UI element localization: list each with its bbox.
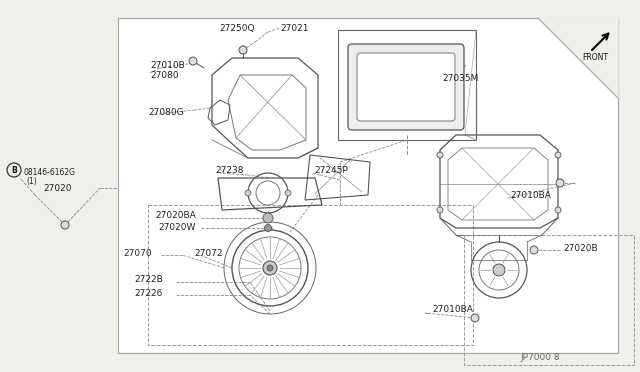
- Text: 27245P: 27245P: [314, 166, 348, 174]
- Text: 27010B: 27010B: [150, 61, 185, 70]
- Text: 27020: 27020: [44, 183, 72, 192]
- Text: FRONT: FRONT: [582, 52, 608, 61]
- Circle shape: [285, 190, 291, 196]
- Circle shape: [493, 264, 505, 276]
- Text: 08146-6162G: 08146-6162G: [23, 167, 75, 176]
- Text: 27010BA: 27010BA: [432, 305, 473, 314]
- Text: JP7000 8: JP7000 8: [520, 353, 559, 362]
- Bar: [148, 205, 473, 345]
- Text: 27080: 27080: [150, 71, 179, 80]
- Text: 27250Q: 27250Q: [220, 23, 255, 32]
- Circle shape: [555, 207, 561, 213]
- Bar: [464, 235, 634, 365]
- Text: 27020BA: 27020BA: [156, 211, 196, 219]
- Text: 27070: 27070: [124, 248, 152, 257]
- Circle shape: [267, 265, 273, 271]
- Circle shape: [556, 179, 564, 187]
- Circle shape: [555, 152, 561, 158]
- Circle shape: [471, 314, 479, 322]
- Circle shape: [264, 224, 271, 231]
- Text: 27035M: 27035M: [442, 74, 478, 83]
- Text: 27072: 27072: [194, 248, 223, 257]
- FancyBboxPatch shape: [357, 53, 455, 121]
- Text: 2722B: 2722B: [134, 276, 163, 285]
- Circle shape: [530, 246, 538, 254]
- Circle shape: [61, 221, 69, 229]
- Text: 27020B: 27020B: [563, 244, 598, 253]
- Text: 27238: 27238: [215, 166, 243, 174]
- Circle shape: [189, 57, 197, 65]
- Polygon shape: [538, 18, 618, 98]
- Text: (1): (1): [26, 176, 36, 186]
- Text: 27080G: 27080G: [148, 108, 184, 116]
- Bar: [338, 30, 476, 140]
- Text: 27021: 27021: [280, 23, 308, 32]
- Text: 27226: 27226: [134, 289, 163, 298]
- Circle shape: [263, 213, 273, 223]
- Text: 27010BA: 27010BA: [510, 190, 551, 199]
- Bar: [118, 18, 618, 353]
- Circle shape: [263, 261, 277, 275]
- Text: B: B: [11, 166, 17, 174]
- Circle shape: [245, 190, 251, 196]
- Circle shape: [437, 152, 443, 158]
- FancyBboxPatch shape: [348, 44, 464, 130]
- Circle shape: [239, 46, 247, 54]
- Circle shape: [437, 207, 443, 213]
- Text: 27020W: 27020W: [159, 222, 196, 231]
